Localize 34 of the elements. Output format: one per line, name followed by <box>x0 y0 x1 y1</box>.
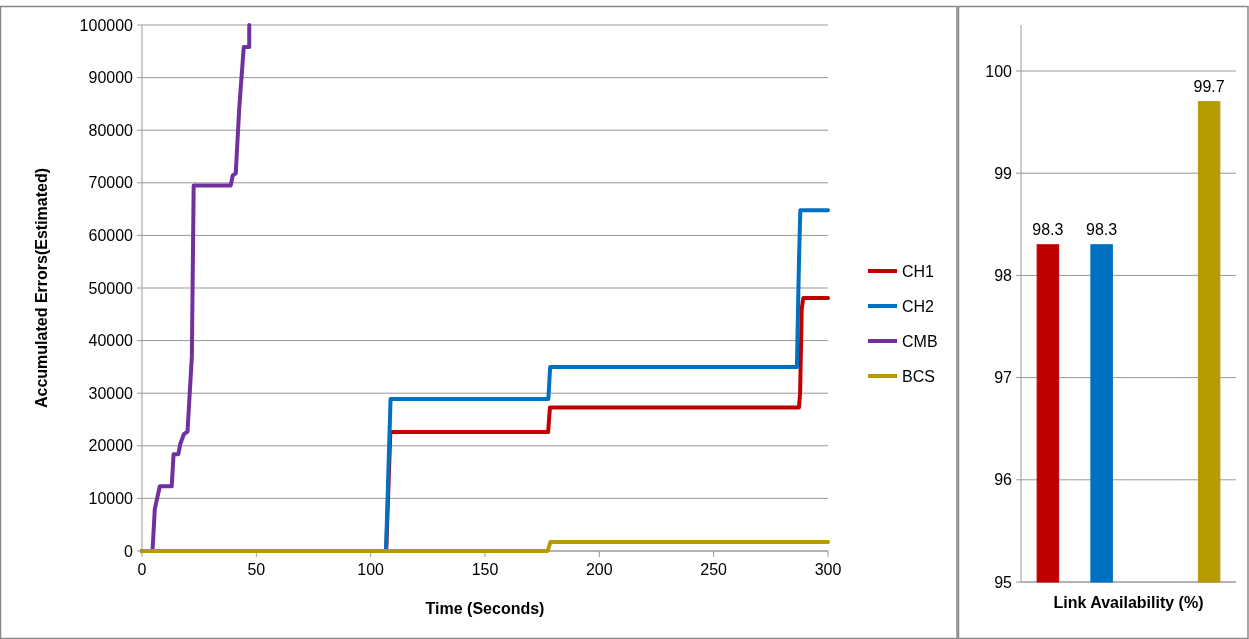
y-tick-label: 70000 <box>88 174 134 192</box>
y-tick-label: 50000 <box>88 279 134 297</box>
y-tick-label: 80000 <box>88 121 134 139</box>
data-label: 98.3 <box>1086 220 1118 238</box>
y-axis-title: Accumulated Errors(Estimated) <box>33 167 50 409</box>
y-tick-label: 97 <box>994 369 1013 387</box>
legend-label: BCS <box>902 367 935 385</box>
y-tick-label: 100000 <box>79 16 134 34</box>
x-tick-label: 250 <box>700 561 728 578</box>
x-tick-label: 0 <box>137 561 147 578</box>
x-tick-label: 50 <box>247 561 266 578</box>
x-tick-label: 200 <box>585 561 613 578</box>
legend-label: CMB <box>902 332 938 350</box>
y-tick-label: 40000 <box>88 332 134 350</box>
y-tick-label: 100 <box>985 62 1013 80</box>
data-label: 99.7 <box>1193 77 1225 95</box>
x-tick-label: 100 <box>357 561 385 578</box>
legend-label: CH1 <box>902 262 935 280</box>
legend-label: CH2 <box>902 297 935 315</box>
y-tick-label: 90000 <box>88 69 134 87</box>
x-axis-title: Time (Seconds) <box>425 600 545 617</box>
y-tick-label: 10000 <box>88 490 134 507</box>
y-tick-label: 98 <box>994 266 1013 284</box>
y-tick-label: 30000 <box>88 384 134 402</box>
y-tick-label: 99 <box>994 164 1013 182</box>
x-axis-title: Link Availability (%) <box>1053 594 1204 611</box>
data-label: 98.3 <box>1032 220 1064 238</box>
y-tick-label: 0 <box>124 542 134 560</box>
x-tick-label: 300 <box>814 561 842 578</box>
x-tick-label: 150 <box>471 561 499 578</box>
y-tick-label: 60000 <box>88 227 134 244</box>
y-tick-label: 96 <box>994 471 1013 489</box>
y-tick-label: 20000 <box>88 437 134 455</box>
y-tick-label: 95 <box>994 573 1013 591</box>
